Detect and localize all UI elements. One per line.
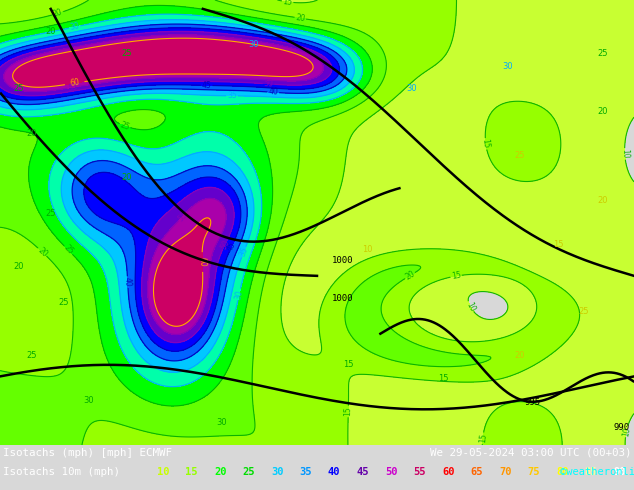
Text: 30: 30 [84,396,94,405]
Text: 15: 15 [439,374,449,383]
Text: 40: 40 [123,277,133,287]
Text: 25: 25 [14,84,24,94]
Text: 25: 25 [27,351,37,361]
Text: 10: 10 [620,149,630,159]
Text: 15: 15 [481,139,491,149]
Text: 20: 20 [515,351,525,361]
Text: 20: 20 [36,245,49,259]
Text: 20: 20 [295,13,306,24]
Text: 40: 40 [268,88,278,97]
Text: 40: 40 [328,467,340,477]
Text: 60: 60 [69,78,80,88]
Text: 30: 30 [502,62,512,71]
Text: 45: 45 [226,240,238,253]
Text: 20: 20 [122,173,132,182]
Text: 30: 30 [271,467,283,477]
Text: Isotachs 10m (mph): Isotachs 10m (mph) [3,467,120,477]
Text: 30: 30 [249,40,259,49]
Text: 15: 15 [553,240,563,249]
Text: 15: 15 [186,467,198,477]
Text: 50: 50 [385,467,398,477]
Text: 55: 55 [68,82,79,93]
Text: 75: 75 [527,467,540,477]
Text: 70: 70 [499,467,512,477]
Text: 90: 90 [613,467,626,477]
Text: 50: 50 [263,79,274,89]
Text: 30: 30 [234,289,245,300]
Text: 15: 15 [478,433,488,443]
Text: 35: 35 [238,246,250,258]
Text: 35: 35 [299,467,312,477]
Text: 60: 60 [442,467,455,477]
Text: 1000: 1000 [332,256,353,265]
Text: 20: 20 [14,263,24,271]
Text: 85: 85 [585,467,597,477]
Text: 25: 25 [515,151,525,160]
Text: 25: 25 [61,244,75,257]
Text: 25: 25 [578,307,588,316]
Text: 45: 45 [356,467,369,477]
Text: 20: 20 [46,26,56,36]
Text: 20: 20 [597,107,607,116]
Text: 10: 10 [621,426,631,437]
Text: 10: 10 [464,300,477,313]
Text: 25: 25 [58,298,68,307]
Text: 30: 30 [407,84,417,94]
Text: 80: 80 [556,467,569,477]
Text: 60: 60 [198,257,207,267]
Text: 15: 15 [451,271,462,281]
Text: 30: 30 [69,22,81,32]
Text: 55: 55 [176,210,190,223]
Text: 20: 20 [214,467,226,477]
Text: 25: 25 [242,467,255,477]
Text: 15: 15 [282,0,293,7]
Text: 15: 15 [344,360,354,369]
Text: 30: 30 [217,418,227,427]
Text: 20: 20 [27,129,37,138]
Text: 25: 25 [46,209,56,218]
Text: 995: 995 [524,398,541,407]
Text: 65: 65 [470,467,483,477]
Text: 45: 45 [202,81,212,90]
Text: 20: 20 [597,196,607,205]
Text: 15: 15 [344,407,353,416]
Text: 35: 35 [227,91,237,100]
Text: We 29-05-2024 03:00 UTC (00+03): We 29-05-2024 03:00 UTC (00+03) [429,448,631,458]
Text: 10: 10 [157,467,169,477]
Text: 50: 50 [219,238,231,250]
Text: 25: 25 [597,49,607,58]
Text: 1000: 1000 [332,294,353,303]
Text: 25: 25 [122,49,132,58]
Text: 10: 10 [363,245,373,254]
Text: ©weatheronline.co.uk: ©weatheronline.co.uk [560,467,634,477]
Text: 20: 20 [52,8,63,19]
Text: 25: 25 [119,120,131,132]
Text: 20: 20 [403,269,417,282]
Text: 990: 990 [613,422,630,432]
Text: Isotachs (mph) [mph] ECMWF: Isotachs (mph) [mph] ECMWF [3,448,172,458]
Text: 55: 55 [413,467,426,477]
